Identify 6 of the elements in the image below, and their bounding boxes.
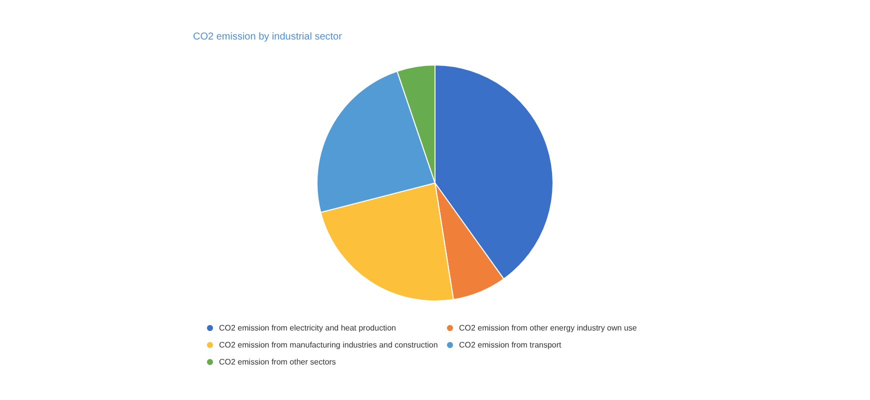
chart-title: CO2 emission by industrial sector	[193, 32, 343, 42]
legend-label: CO2 emission from electricity and heat production	[219, 324, 396, 332]
legend-label: CO2 emission from other sectors	[219, 358, 336, 366]
legend-label: CO2 emission from other energy industry own use	[459, 324, 638, 332]
legend-label: CO2 emission from transport	[459, 340, 562, 350]
legend-label: CO2 emission from manufacturing industries and construction	[219, 340, 438, 350]
